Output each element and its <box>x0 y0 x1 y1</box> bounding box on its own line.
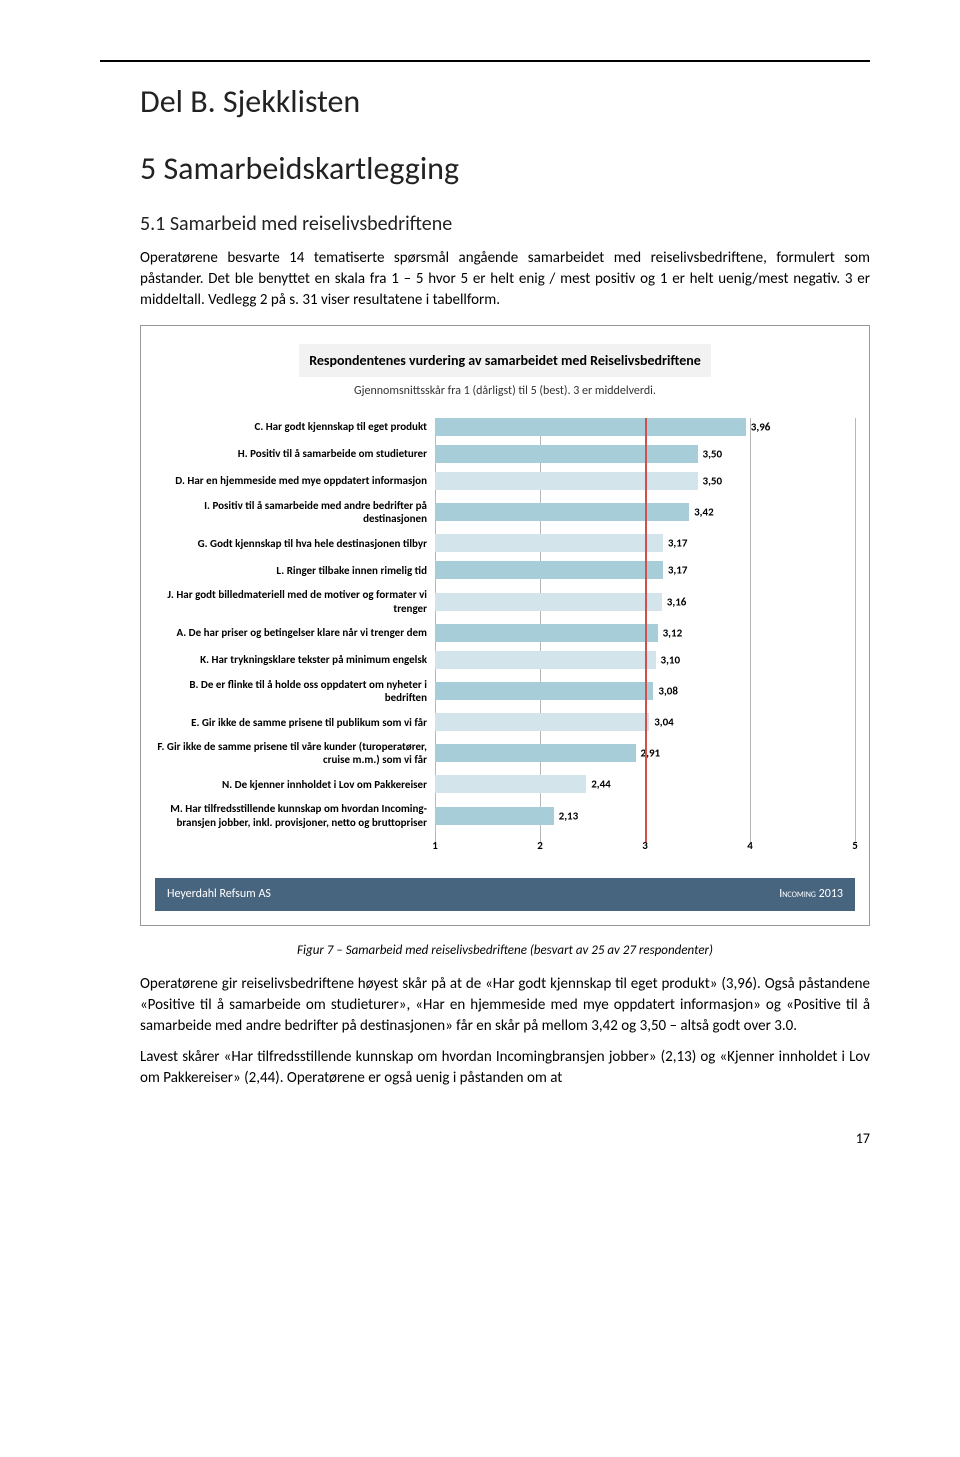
chart-frame: Respondentenes vurdering av samarbeidet … <box>140 325 870 926</box>
chart-title: Respondentenes vurdering av samarbeidet … <box>299 344 711 378</box>
gridline <box>855 418 856 842</box>
page-number: 17 <box>140 1129 870 1149</box>
paragraph-3: Lavest skårer «Har tilfredsstillende kun… <box>140 1047 870 1089</box>
bar-fill: 3,16 <box>435 593 662 611</box>
intro-paragraph: Operatørene besvarte 14 tematiserte spør… <box>140 248 870 311</box>
bar-value: 3,42 <box>694 504 714 519</box>
bar-track: 2,44 <box>435 775 855 793</box>
bar-row: I. Positiv til å samarbeide med andre be… <box>155 499 855 525</box>
bar-label: I. Positiv til å samarbeide med andre be… <box>155 499 435 525</box>
bar-row: M. Har tilfredsstillende kunnskap om hvo… <box>155 802 855 828</box>
bar-value: 3,96 <box>751 419 771 434</box>
bar-fill: 3,17 <box>435 534 663 552</box>
bar-row: H. Positiv til å samarbeide om studietur… <box>155 445 855 463</box>
bar-track: 3,42 <box>435 503 855 521</box>
bar-row: A. De har priser og betingelser klare nå… <box>155 624 855 642</box>
bar-track: 3,12 <box>435 624 855 642</box>
bar-value: 3,10 <box>661 652 681 667</box>
bar-label: M. Har tilfredsstillende kunnskap om hvo… <box>155 802 435 828</box>
bar-fill: 3,50 <box>435 472 698 490</box>
axis-ticks: 1 2 3 4 5 <box>435 838 855 856</box>
bar-fill: 3,42 <box>435 503 689 521</box>
bar-fill: 2,91 <box>435 744 636 762</box>
bar-label: J. Har godt billedmateriell med de motiv… <box>155 588 435 614</box>
axis-row: 1 2 3 4 5 <box>155 838 855 856</box>
bar-label: H. Positiv til å samarbeide om studietur… <box>155 447 435 460</box>
bar-track: 3,96 <box>435 418 855 436</box>
bar-label: C. Har godt kjennskap til eget produkt <box>155 420 435 433</box>
bar-fill: 3,12 <box>435 624 658 642</box>
bar-fill: 3,04 <box>435 713 649 731</box>
top-rule <box>100 60 870 62</box>
bar-row: L. Ringer tilbake innen rimelig tid3,17 <box>155 561 855 579</box>
bar-value: 3,04 <box>654 714 674 729</box>
bar-value: 2,91 <box>641 746 661 761</box>
section-heading: 5 Samarbeidskartlegging <box>140 147 870 192</box>
bar-value: 3,08 <box>658 683 678 698</box>
bar-label: L. Ringer tilbake innen rimelig tid <box>155 564 435 577</box>
bar-row: F. Gir ikke de samme prisene til våre ku… <box>155 740 855 766</box>
axis-tick: 3 <box>642 838 648 853</box>
chart-footer-left: Heyerdahl Refsum AS <box>167 886 271 903</box>
bar-fill: 2,13 <box>435 807 554 825</box>
bar-row: B. De er flinke til å holde oss oppdater… <box>155 678 855 704</box>
bar-value: 3,16 <box>667 594 687 609</box>
bar-track: 3,17 <box>435 561 855 579</box>
chart-area: C. Har godt kjennskap til eget produkt3,… <box>155 418 855 864</box>
bar-label: E. Gir ikke de samme prisene til publiku… <box>155 716 435 729</box>
bar-track: 3,08 <box>435 682 855 700</box>
bar-row: J. Har godt billedmateriell med de motiv… <box>155 588 855 614</box>
bar-value: 2,13 <box>559 808 579 823</box>
bar-track: 3,50 <box>435 472 855 490</box>
bar-track: 3,16 <box>435 593 855 611</box>
bar-fill: 3,08 <box>435 682 653 700</box>
paragraph-2: Operatørene gir reiselivsbedriftene høye… <box>140 974 870 1037</box>
bar-value: 3,50 <box>703 473 723 488</box>
bar-row: K. Har trykningsklare tekster på minimum… <box>155 651 855 669</box>
bar-label: D. Har en hjemmeside med mye oppdatert i… <box>155 474 435 487</box>
bar-label: K. Har trykningsklare tekster på minimum… <box>155 653 435 666</box>
bar-label: F. Gir ikke de samme prisene til våre ku… <box>155 740 435 766</box>
axis-tick: 1 <box>432 838 438 853</box>
chart-subtitle: Gjennomsnittsskår fra 1 (dårligst) til 5… <box>155 383 855 400</box>
figure-caption: Figur 7 – Samarbeid med reiselivsbedrift… <box>140 942 870 960</box>
axis-tick: 2 <box>537 838 543 853</box>
axis-tick: 4 <box>747 838 753 853</box>
bar-track: 2,91 <box>435 744 855 762</box>
bar-fill: 2,44 <box>435 775 586 793</box>
bar-row: N. De kjenner innholdet i Lov om Pakkere… <box>155 775 855 793</box>
bar-track: 3,10 <box>435 651 855 669</box>
bar-label: B. De er flinke til å holde oss oppdater… <box>155 678 435 704</box>
chart-footer-right: Incoming 2013 <box>779 886 843 903</box>
bar-value: 3,12 <box>663 625 683 640</box>
bar-track: 3,04 <box>435 713 855 731</box>
bar-value: 2,44 <box>591 777 611 792</box>
subsection-heading: 5.1 Samarbeid med reiselivsbedriftene <box>140 210 870 238</box>
bar-value: 3,17 <box>668 536 688 551</box>
part-heading: Del B. Sjekklisten <box>140 80 870 125</box>
bar-fill: 3,17 <box>435 561 663 579</box>
bar-fill: 3,96 <box>435 418 746 436</box>
bar-track: 2,13 <box>435 807 855 825</box>
bar-row: D. Har en hjemmeside med mye oppdatert i… <box>155 472 855 490</box>
bar-fill: 3,10 <box>435 651 656 669</box>
chart-footer: Heyerdahl Refsum AS Incoming 2013 <box>155 878 855 911</box>
bar-value: 3,50 <box>703 446 723 461</box>
bar-track: 3,50 <box>435 445 855 463</box>
bar-label: G. Godt kjennskap til hva hele destinasj… <box>155 537 435 550</box>
bar-value: 3,17 <box>668 563 688 578</box>
bar-label: N. De kjenner innholdet i Lov om Pakkere… <box>155 778 435 791</box>
bar-fill: 3,50 <box>435 445 698 463</box>
bar-row: E. Gir ikke de samme prisene til publiku… <box>155 713 855 731</box>
bar-row: G. Godt kjennskap til hva hele destinasj… <box>155 534 855 552</box>
axis-tick: 5 <box>852 838 858 853</box>
bar-label: A. De har priser og betingelser klare nå… <box>155 626 435 639</box>
bar-row: C. Har godt kjennskap til eget produkt3,… <box>155 418 855 436</box>
bar-track: 3,17 <box>435 534 855 552</box>
